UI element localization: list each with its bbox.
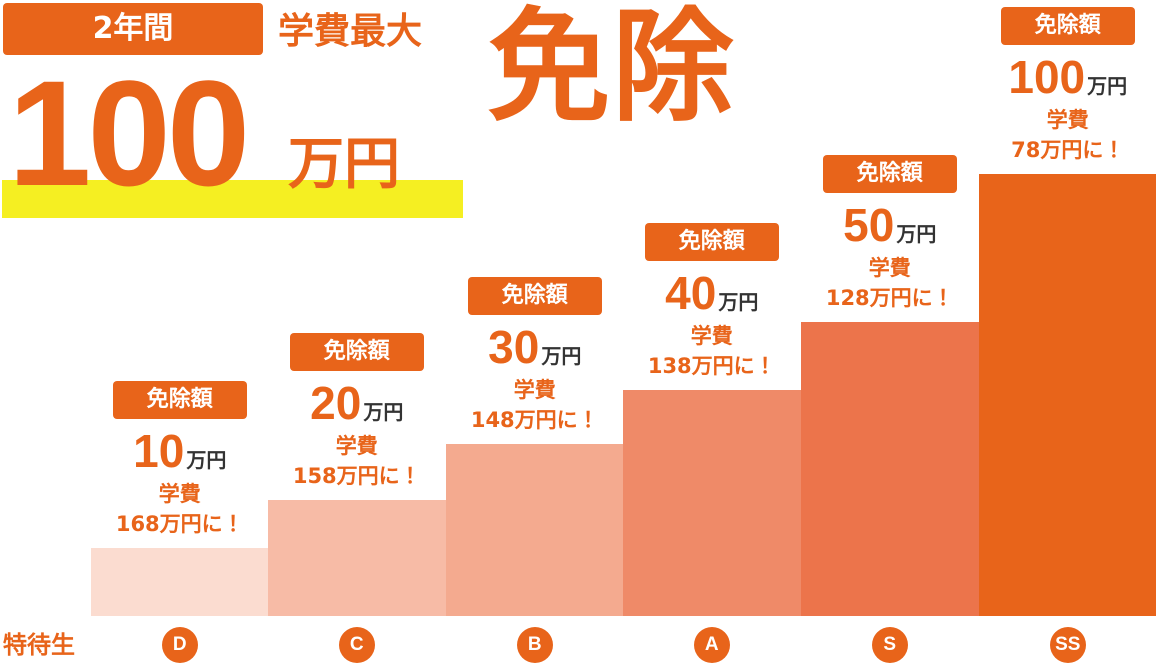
amount-value: 50 <box>843 199 895 251</box>
step-bar <box>801 322 979 616</box>
fee-label: 学費 <box>335 434 378 458</box>
fee: 138万円に！ <box>647 354 776 378</box>
amount-unit: 万円 <box>186 448 227 472</box>
badge: 免除額 <box>644 223 779 261</box>
fee: 78万円に！ <box>1011 138 1125 162</box>
badge: 免除額 <box>1000 7 1135 45</box>
grade: S <box>871 627 908 663</box>
fee: 128万円に！ <box>825 286 954 310</box>
amount: 20 万円 <box>257 378 457 439</box>
amount-unit: 万円 <box>1087 74 1128 98</box>
grade: A <box>693 627 730 663</box>
amount: 10 万円 <box>80 426 280 487</box>
fee: 158万円に！ <box>292 464 421 488</box>
row-label: 特待生 <box>3 631 75 659</box>
amount-value: 30 <box>488 321 540 373</box>
badge: 免除額 <box>289 333 424 371</box>
grade: C <box>338 627 375 663</box>
amount-value: 100 <box>1008 51 1086 103</box>
badge: 免除額 <box>112 381 247 419</box>
grade: D <box>161 627 198 663</box>
fee: 168万円に！ <box>115 512 244 536</box>
amount-value: 20 <box>310 377 362 429</box>
step-bar <box>979 174 1156 616</box>
grade: B <box>516 627 553 663</box>
fee-label: 学費 <box>158 482 201 506</box>
headline-unit: 万円 <box>288 132 400 197</box>
period-badge: 2年間 <box>3 3 263 55</box>
step-bar <box>446 444 624 616</box>
highlight <box>2 180 463 218</box>
amount-unit: 万円 <box>896 222 937 246</box>
headline-amount: 100 <box>8 49 250 217</box>
grade: SS <box>1049 627 1086 663</box>
amount-value: 10 <box>133 425 185 477</box>
amount-unit: 万円 <box>363 400 404 424</box>
amount-unit: 万円 <box>541 344 582 368</box>
fee-label: 学費 <box>1046 108 1089 132</box>
amount-unit: 万円 <box>718 290 759 314</box>
amount-value: 40 <box>665 267 717 319</box>
step-bar <box>623 390 801 616</box>
badge: 免除額 <box>467 277 602 315</box>
fee: 148万円に！ <box>470 408 599 432</box>
amount: 100 万円 <box>968 52 1156 113</box>
amount: 30 万円 <box>435 322 635 383</box>
fee-label: 学費 <box>513 378 556 402</box>
headline: 免除 <box>488 0 736 138</box>
step-bar <box>91 548 269 616</box>
amount: 40 万円 <box>612 268 812 329</box>
fee-label: 学費 <box>868 256 911 280</box>
amount: 50 万円 <box>790 200 990 261</box>
fee-label: 学費 <box>690 324 733 348</box>
badge: 免除額 <box>822 155 957 193</box>
subject: 学費最大 <box>278 11 423 52</box>
step-bar <box>268 500 446 616</box>
